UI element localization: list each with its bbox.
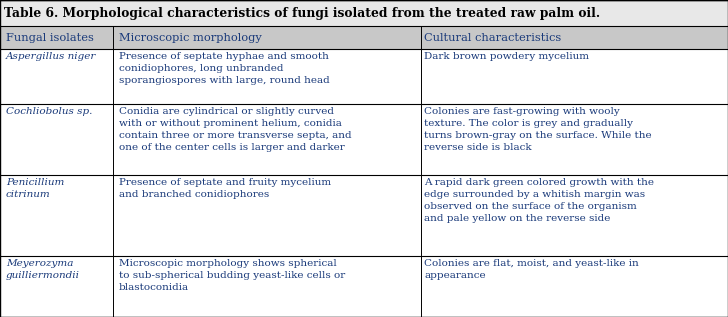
Bar (0, 27, 728, 49)
Text: Presence of septate hyphae and smooth
conidiophores, long unbranded
sporangiospo: Presence of septate hyphae and smooth co… (119, 52, 329, 86)
Text: Aspergillus niger: Aspergillus niger (6, 52, 96, 61)
Text: Penicillium
citrinum: Penicillium citrinum (6, 178, 64, 199)
Text: Meyerozyma
guilliermondii: Meyerozyma guilliermondii (6, 259, 80, 280)
Text: Colonies are fast-growing with wooly
texture. The color is grey and gradually
tu: Colonies are fast-growing with wooly tex… (424, 107, 652, 152)
Bar (0, 49, 728, 104)
Bar (0, 104, 728, 175)
Text: Dark brown powdery mycelium: Dark brown powdery mycelium (424, 52, 590, 61)
Text: A rapid dark green colored growth with the
edge surrounded by a whitish margin w: A rapid dark green colored growth with t… (424, 178, 654, 223)
Text: Fungal isolates: Fungal isolates (6, 33, 94, 43)
Bar (0, 256, 728, 317)
Text: Colonies are flat, moist, and yeast-like in
appearance: Colonies are flat, moist, and yeast-like… (424, 259, 639, 280)
Text: Cultural characteristics: Cultural characteristics (424, 33, 562, 43)
Bar (0, 0, 728, 27)
Bar (0, 175, 728, 256)
Text: Presence of septate and fruity mycelium
and branched conidiophores: Presence of septate and fruity mycelium … (119, 178, 331, 199)
Text: Conidia are cylindrical or slightly curved
with or without prominent helium, con: Conidia are cylindrical or slightly curv… (119, 107, 352, 152)
Text: Table 6. Morphological characteristics of fungi isolated from the treated raw pa: Table 6. Morphological characteristics o… (4, 7, 600, 20)
Text: Microscopic morphology shows spherical
to sub-spherical budding yeast-like cells: Microscopic morphology shows spherical t… (119, 259, 345, 292)
Text: Cochliobolus sp.: Cochliobolus sp. (6, 107, 92, 116)
Text: Microscopic morphology: Microscopic morphology (119, 33, 261, 43)
